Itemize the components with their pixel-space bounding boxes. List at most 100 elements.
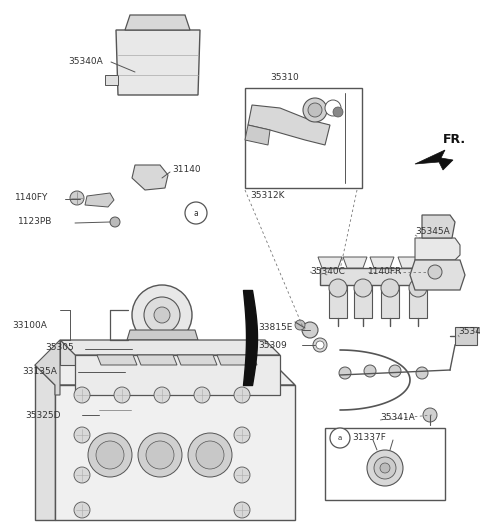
Circle shape xyxy=(354,279,372,297)
Circle shape xyxy=(339,367,351,379)
Ellipse shape xyxy=(128,363,182,381)
Text: 31140: 31140 xyxy=(172,165,201,174)
Text: a: a xyxy=(193,209,198,218)
Polygon shape xyxy=(370,257,394,268)
Text: 35312K: 35312K xyxy=(250,190,285,200)
Circle shape xyxy=(185,202,207,224)
Polygon shape xyxy=(415,238,460,260)
Polygon shape xyxy=(116,30,200,95)
Text: 35345A: 35345A xyxy=(415,228,450,237)
Polygon shape xyxy=(398,257,422,268)
Circle shape xyxy=(110,217,120,227)
Circle shape xyxy=(144,297,180,333)
Circle shape xyxy=(302,322,318,338)
Text: a: a xyxy=(338,435,342,441)
Polygon shape xyxy=(105,75,118,85)
Polygon shape xyxy=(409,285,427,318)
Polygon shape xyxy=(60,340,280,355)
Circle shape xyxy=(325,100,341,116)
Polygon shape xyxy=(410,260,465,290)
Text: 1140FY: 1140FY xyxy=(15,193,48,202)
Polygon shape xyxy=(97,355,137,365)
Polygon shape xyxy=(415,150,453,170)
Text: 31337F: 31337F xyxy=(352,434,386,443)
Circle shape xyxy=(364,365,376,377)
Polygon shape xyxy=(354,285,372,318)
Polygon shape xyxy=(127,330,198,340)
Circle shape xyxy=(99,399,131,431)
Circle shape xyxy=(74,427,90,443)
Circle shape xyxy=(70,191,84,205)
Bar xyxy=(245,88,362,188)
Text: 35325D: 35325D xyxy=(25,411,60,419)
Polygon shape xyxy=(125,15,190,30)
Bar xyxy=(455,327,477,345)
Circle shape xyxy=(234,387,250,403)
Circle shape xyxy=(380,463,390,473)
Text: 33135A: 33135A xyxy=(22,367,57,376)
Polygon shape xyxy=(248,105,330,145)
Text: 35341A: 35341A xyxy=(380,414,415,423)
Circle shape xyxy=(154,307,170,323)
Circle shape xyxy=(313,338,327,352)
Text: 1123PB: 1123PB xyxy=(18,218,52,227)
Circle shape xyxy=(303,98,327,122)
Ellipse shape xyxy=(139,367,171,377)
Polygon shape xyxy=(35,340,60,395)
Polygon shape xyxy=(60,340,75,365)
Circle shape xyxy=(329,279,347,297)
Polygon shape xyxy=(55,385,295,520)
Circle shape xyxy=(389,365,401,377)
Polygon shape xyxy=(35,365,295,385)
Text: 35310: 35310 xyxy=(270,73,299,83)
Circle shape xyxy=(308,103,322,117)
Circle shape xyxy=(74,467,90,483)
Text: 33100A: 33100A xyxy=(12,320,47,329)
Circle shape xyxy=(381,279,399,297)
Circle shape xyxy=(138,433,182,477)
Circle shape xyxy=(423,408,437,422)
Circle shape xyxy=(234,502,250,518)
Circle shape xyxy=(132,285,192,345)
Circle shape xyxy=(367,450,403,486)
Circle shape xyxy=(74,502,90,518)
Circle shape xyxy=(74,387,90,403)
Text: 35340A: 35340A xyxy=(68,57,103,66)
Polygon shape xyxy=(35,365,55,520)
Bar xyxy=(325,428,445,500)
Circle shape xyxy=(196,441,224,469)
Circle shape xyxy=(114,387,130,403)
Circle shape xyxy=(316,341,324,349)
Circle shape xyxy=(154,387,170,403)
Text: 35305: 35305 xyxy=(45,344,74,353)
Circle shape xyxy=(234,467,250,483)
Circle shape xyxy=(88,433,132,477)
Polygon shape xyxy=(75,355,280,395)
Circle shape xyxy=(374,457,396,479)
Circle shape xyxy=(416,367,428,379)
Circle shape xyxy=(295,320,305,330)
Polygon shape xyxy=(137,355,177,365)
Text: 35342: 35342 xyxy=(458,327,480,337)
Circle shape xyxy=(330,428,350,448)
Polygon shape xyxy=(132,165,168,190)
Polygon shape xyxy=(85,193,114,207)
Circle shape xyxy=(96,441,124,469)
Circle shape xyxy=(428,265,442,279)
Polygon shape xyxy=(245,125,270,145)
Circle shape xyxy=(234,427,250,443)
Text: 1140FR: 1140FR xyxy=(368,268,402,277)
Circle shape xyxy=(333,107,343,117)
Polygon shape xyxy=(422,215,455,238)
Circle shape xyxy=(409,279,427,297)
Text: 35309: 35309 xyxy=(258,340,287,349)
Circle shape xyxy=(194,387,210,403)
Polygon shape xyxy=(217,355,257,365)
Polygon shape xyxy=(343,257,367,268)
Text: 33815E: 33815E xyxy=(258,324,292,333)
Circle shape xyxy=(106,406,124,424)
Circle shape xyxy=(188,433,232,477)
Polygon shape xyxy=(320,268,455,285)
Circle shape xyxy=(146,441,174,469)
Polygon shape xyxy=(329,285,347,318)
